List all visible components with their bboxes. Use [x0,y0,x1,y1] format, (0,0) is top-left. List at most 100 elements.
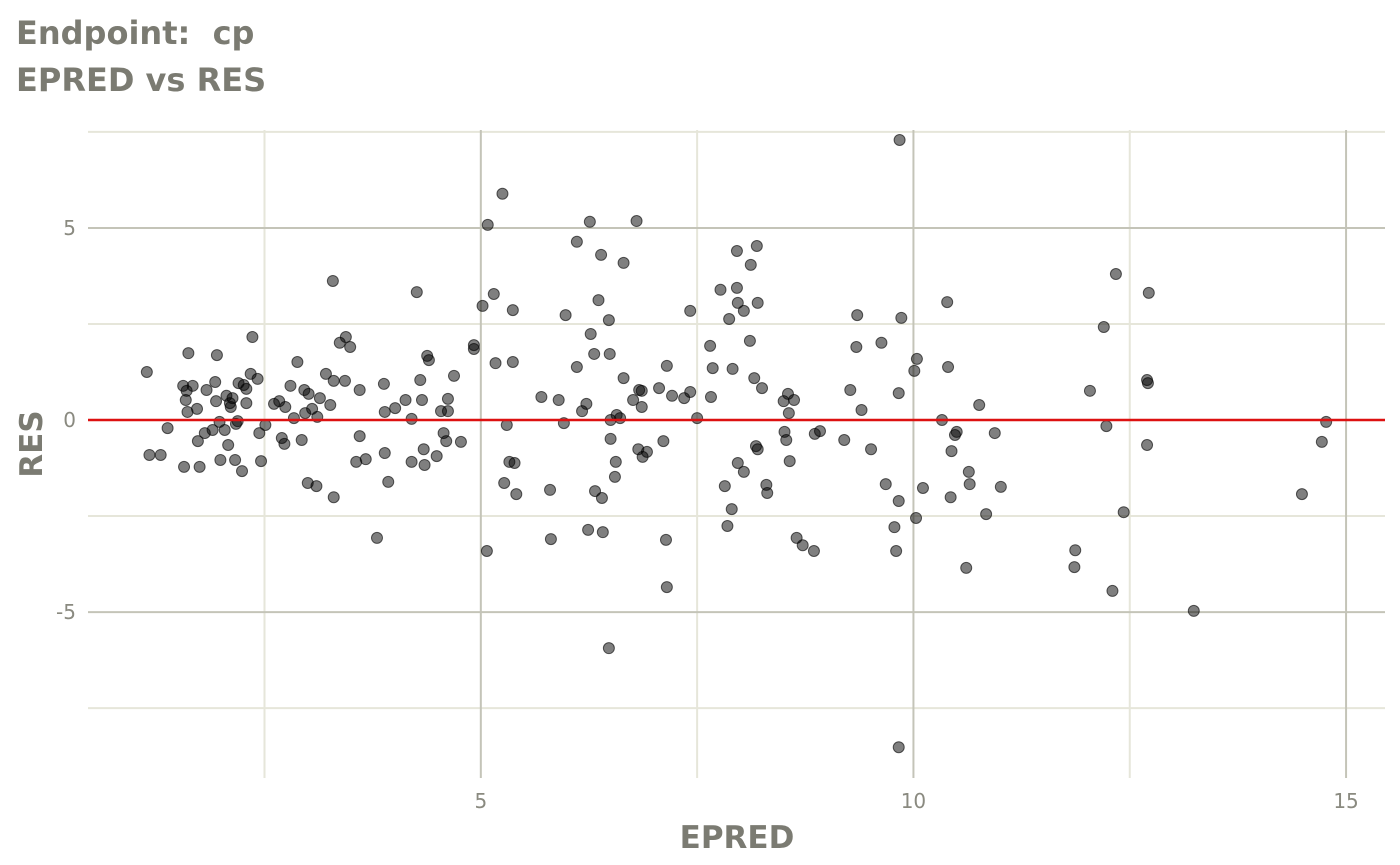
point [1320,415,1333,428]
point [890,544,903,557]
y-tick-label: 0 [63,408,76,432]
point [603,347,616,360]
point [186,379,199,392]
point [1141,377,1154,390]
point [602,314,615,327]
point [783,455,796,468]
point [467,342,480,355]
point [684,304,697,317]
point [447,369,460,382]
point [730,281,743,294]
point [994,480,1007,493]
point [879,478,892,491]
point [422,354,435,367]
point [756,382,769,395]
point [788,394,801,407]
point [255,455,268,468]
point [481,218,494,231]
point [405,455,418,468]
point [630,215,643,228]
point [415,394,428,407]
point [140,365,153,378]
point [726,362,739,375]
point [251,372,264,385]
point [660,359,673,372]
point [602,642,615,655]
point [691,412,704,425]
point [704,339,717,352]
point [595,248,608,261]
point [399,394,412,407]
point [370,531,383,544]
point [287,412,300,425]
point [506,356,519,369]
point [1295,488,1308,501]
point [338,374,351,387]
y-axis-title: RES [14,410,50,477]
point [838,433,851,446]
point [640,445,653,458]
point [418,458,431,471]
point [608,470,621,483]
point [718,480,731,493]
point [1109,268,1122,281]
point [875,336,888,349]
point [430,450,443,463]
chart-subtitle: EPRED vs RES [16,61,266,99]
point [737,304,750,317]
point [596,526,609,539]
point [595,491,608,504]
point [143,448,156,461]
point [780,433,793,446]
point [580,397,593,410]
point [730,244,743,257]
point [962,465,975,478]
point [313,392,326,405]
y-tick-label: 5 [63,216,76,240]
point [441,392,454,405]
point [182,347,195,360]
point [657,435,670,448]
point [302,387,315,400]
point [193,460,206,473]
point [892,495,905,508]
point [236,465,249,478]
point [278,437,291,450]
point [480,544,493,557]
point [893,133,906,146]
point [748,372,761,385]
point [704,390,717,403]
point [253,427,266,440]
point [226,392,239,405]
point [1097,321,1110,334]
point [440,435,453,448]
point [941,296,954,309]
point [353,384,366,397]
point [910,511,923,524]
point [973,399,986,412]
point [865,443,878,456]
point [319,367,332,380]
point [583,215,596,228]
point [441,405,454,418]
point [895,311,908,324]
point [454,435,467,448]
point [240,397,253,410]
point [229,453,242,466]
point [813,425,826,438]
point [240,382,253,395]
point [916,481,929,494]
point [944,491,957,504]
point [851,309,864,322]
point [552,394,565,407]
point [761,486,774,499]
point [389,402,402,415]
point [950,425,963,438]
chart-title: Endpoint: cp [16,14,254,52]
point [535,390,548,403]
point [544,533,557,546]
point [489,357,502,370]
point [960,561,973,574]
point [200,384,213,397]
point [609,455,622,468]
